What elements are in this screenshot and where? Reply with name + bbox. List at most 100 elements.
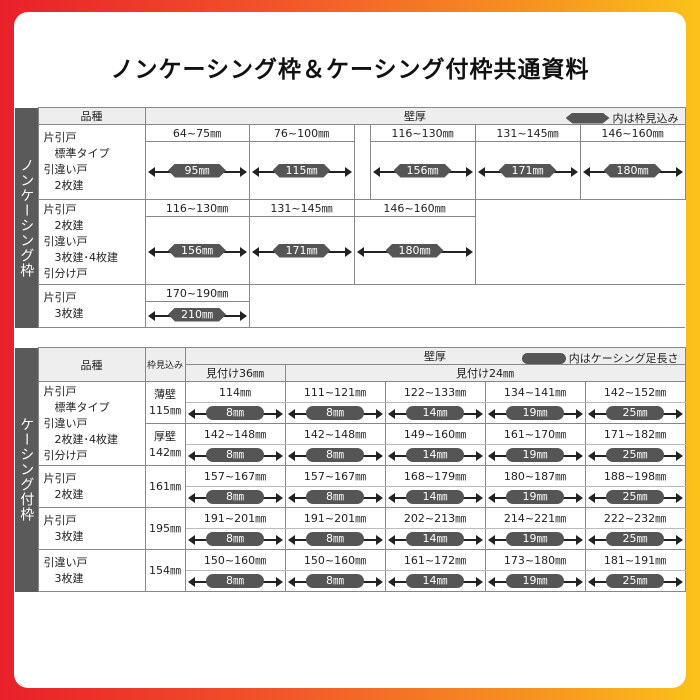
col-item-header: 品種 (37, 347, 146, 382)
dimension-arrow: 25㎜ (587, 490, 683, 504)
arrow-right-icon (675, 493, 683, 503)
value-cell: 25㎜ (584, 402, 686, 424)
dimension-value: 8㎜ (306, 406, 364, 420)
dimension-value: 95㎜ (168, 164, 226, 178)
range-cell: 142~152㎜ (584, 381, 686, 403)
dimension-value: 180㎜ (386, 244, 444, 258)
frame-value: 161㎜ (149, 479, 181, 493)
dimension-value: 8㎜ (306, 490, 364, 504)
arrow-left-icon (387, 493, 395, 503)
range-cell: 222~232㎜ (584, 507, 686, 529)
arrow-left-icon (487, 493, 495, 503)
value-cell: 8㎜ (284, 444, 386, 466)
dimension-value: 19㎜ (506, 406, 564, 420)
dimension-arrow: 115㎜ (251, 164, 352, 178)
item-cell: 片引戸 標準タイプ 引違い戸 2枚建･4枚建 引分け戸 (37, 381, 146, 466)
range-cell: 188~198㎜ (584, 465, 686, 487)
arrow-left-icon (251, 246, 259, 257)
col-wall-header: 壁厚 内は枠見込み (144, 107, 686, 126)
dimension-arrow: 8㎜ (287, 448, 383, 462)
arrow-left-icon (487, 535, 495, 545)
frame-cell: 195㎜ (144, 507, 186, 550)
dimension-value: 8㎜ (306, 448, 364, 462)
range-cell: 146~160㎜ (579, 124, 686, 142)
arrow-left-icon (287, 577, 295, 587)
arrow-left-icon (477, 166, 485, 177)
dimension-arrow: 25㎜ (587, 406, 683, 420)
range-cell: 142~148㎜ (284, 423, 386, 445)
dimension-arrow: 8㎜ (287, 406, 383, 420)
range-cell: 116~130㎜ (369, 124, 476, 142)
arrow-right-icon (375, 577, 383, 587)
arrow-left-icon (487, 409, 495, 419)
arrow-right-icon (475, 535, 483, 545)
col-wall-header: 壁厚 内はケーシング足長さ (184, 347, 686, 366)
range-cell: 202~213㎜ (384, 507, 486, 529)
range-cell: 111~121㎜ (284, 381, 386, 403)
dimension-arrow: 210㎜ (147, 308, 247, 322)
legend: 内は枠見込み (566, 110, 679, 126)
range-cell: 157~167㎜ (284, 465, 386, 487)
arrow-right-icon (275, 493, 283, 503)
frame-label: 薄壁 (154, 387, 176, 401)
arrow-left-icon (587, 451, 595, 461)
dimension-arrow: 25㎜ (587, 532, 683, 546)
range-cell: 131~145㎜ (248, 199, 355, 217)
value-cell: 19㎜ (484, 570, 586, 592)
arrow-right-icon (675, 409, 683, 419)
legend-text: 内は枠見込み (612, 112, 679, 125)
value-cell: 25㎜ (584, 528, 686, 550)
arrow-left-icon (587, 577, 595, 587)
arrow-right-icon (675, 166, 683, 177)
dimension-arrow: 180㎜ (356, 244, 473, 258)
arrow-right-icon (239, 310, 247, 321)
arrow-left-icon (287, 409, 295, 419)
dimension-value: 14㎜ (406, 574, 464, 588)
value-cell: 19㎜ (484, 528, 586, 550)
arrow-left-icon (287, 451, 295, 461)
dimension-value: 25㎜ (606, 448, 665, 462)
frame-value: 154㎜ (149, 563, 181, 577)
dimension-arrow: 8㎜ (287, 490, 383, 504)
frame-label: 厚壁 (154, 429, 176, 443)
range-cell: 170~190㎜ (144, 284, 250, 302)
dimension-value: 14㎜ (406, 448, 464, 462)
dimension-arrow: 8㎜ (287, 574, 383, 588)
value-cell: 8㎜ (284, 402, 386, 424)
value-cell: 8㎜ (184, 528, 286, 550)
arrow-right-icon (465, 166, 473, 177)
dimension-value: 25㎜ (606, 532, 665, 546)
arrow-left-icon (387, 577, 395, 587)
dimension-value: 8㎜ (206, 448, 264, 462)
range-cell: 64~75㎜ (144, 124, 250, 142)
dimension-arrow: 19㎜ (487, 490, 583, 504)
arrow-left-icon (372, 166, 380, 177)
frame-value: 142㎜ (149, 445, 181, 459)
legend: 内はケーシング足長さ (521, 350, 679, 366)
casing-frame-table: ケーシング付枠 品種 枠見込み 壁厚 内はケーシング足長さ 見付け36㎜ 見付け24㎜ 片引戸… (15, 347, 686, 592)
dimension-value: 14㎜ (406, 490, 464, 504)
value-cell: 14㎜ (384, 444, 486, 466)
frame-value: 115㎜ (149, 403, 181, 417)
arrow-left-icon (356, 246, 364, 257)
arrow-left-icon (287, 493, 295, 503)
dimension-value: 14㎜ (406, 532, 464, 546)
value-cell: 8㎜ (284, 570, 386, 592)
arrow-left-icon (582, 166, 590, 177)
item-cell: 片引戸 3枚建 (37, 284, 146, 328)
dimension-arrow: 14㎜ (387, 574, 483, 588)
dimension-value: 115㎜ (273, 164, 331, 178)
dimension-arrow: 14㎜ (387, 490, 483, 504)
dimension-value: 8㎜ (206, 490, 264, 504)
arrow-right-icon (375, 409, 383, 419)
dimension-arrow: 19㎜ (487, 574, 583, 588)
col-item-header: 品種 (37, 107, 146, 125)
dimension-arrow: 8㎜ (187, 574, 283, 588)
dimension-arrow: 156㎜ (147, 244, 247, 258)
dimension-value: 171㎜ (499, 164, 557, 178)
arrow-right-icon (570, 166, 578, 177)
dimension-value: 25㎜ (606, 574, 665, 588)
arrow-left-icon (187, 451, 195, 461)
arrow-right-icon (275, 451, 283, 461)
dimension-value: 156㎜ (394, 164, 452, 178)
